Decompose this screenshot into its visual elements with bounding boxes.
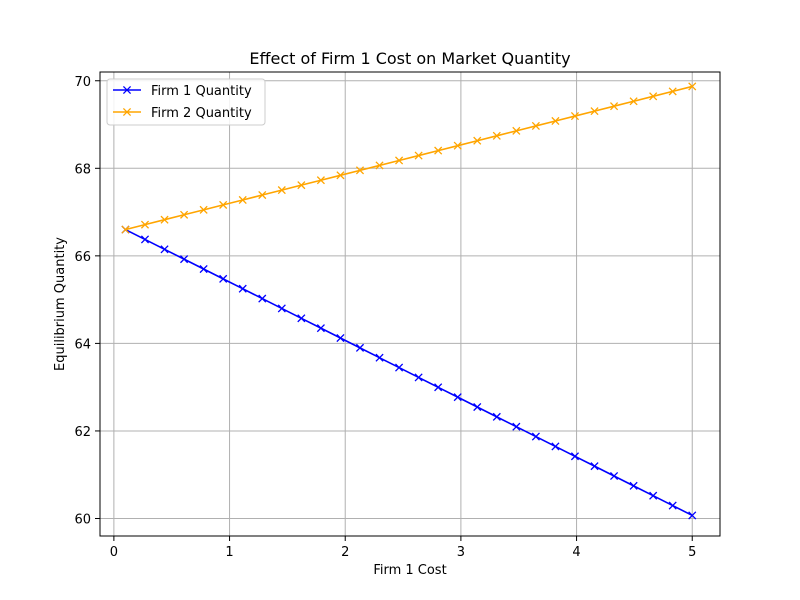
data-point-marker	[649, 491, 658, 500]
data-point-marker	[297, 314, 306, 323]
data-point-marker	[355, 343, 365, 352]
plot-area-frame	[99, 71, 721, 537]
data-point-marker	[590, 462, 599, 471]
data-point-marker	[316, 176, 325, 185]
data-point-marker	[649, 92, 658, 101]
data-point-marker	[160, 245, 169, 254]
legend-item: Firm 2 Quantity	[113, 106, 252, 121]
data-point-marker	[395, 156, 404, 165]
data-point-marker	[355, 166, 365, 175]
y-tick-label: 62	[74, 425, 91, 440]
data-point-marker	[199, 264, 208, 274]
y-axis-label: Equilibrium Quantity	[53, 237, 68, 371]
data-point-marker	[297, 181, 306, 190]
data-point-marker	[219, 274, 228, 283]
y-tick-label: 70	[74, 75, 91, 90]
data-point-marker	[336, 333, 345, 343]
data-point-marker	[238, 195, 247, 205]
data-point-marker	[668, 501, 677, 510]
y-tick-label: 66	[74, 250, 91, 265]
legend-box	[106, 78, 266, 126]
data-point-marker	[668, 87, 677, 96]
legend-label: Firm 1 Quantity	[151, 84, 252, 99]
data-point-marker	[180, 255, 189, 264]
data-point-marker	[140, 220, 150, 229]
legend-marker	[122, 107, 132, 117]
data-point-marker	[316, 324, 325, 333]
data-point-marker	[453, 141, 462, 150]
y-axis-ticks: 60 62 64 66 68 70	[74, 75, 100, 527]
data-point-marker	[434, 146, 443, 155]
data-point-marker	[395, 363, 404, 372]
data-point-marker	[238, 284, 247, 293]
data-point-marker	[180, 210, 189, 219]
data-point-marker	[473, 136, 482, 145]
data-point-marker	[688, 82, 697, 91]
data-point-marker	[570, 452, 580, 461]
data-point-marker	[492, 412, 501, 421]
series-line	[125, 228, 693, 517]
data-point-marker	[531, 432, 540, 441]
data-point-marker	[140, 235, 150, 244]
legend-label: Firm 2 Quantity	[151, 106, 252, 121]
legend-item: Firm 1 Quantity	[113, 84, 252, 99]
data-point-marker	[277, 186, 286, 195]
data-point-marker	[336, 171, 345, 180]
x-axis-ticks: 0 1 2 3 4 5	[110, 536, 696, 560]
data-point-marker	[258, 294, 267, 303]
data-point-marker	[688, 511, 697, 520]
series-1	[121, 225, 697, 520]
data-point-marker	[375, 161, 384, 170]
data-point-marker	[414, 373, 423, 382]
data-point-marker	[610, 102, 619, 111]
y-tick-label: 68	[74, 162, 91, 177]
series-2	[121, 82, 697, 234]
legend: Firm 1 Quantity Firm 2 Quantity	[106, 78, 266, 126]
data-point-marker	[219, 200, 228, 209]
y-tick-label: 60	[74, 512, 91, 527]
x-tick-label: 3	[457, 545, 465, 560]
data-point-marker	[629, 97, 638, 106]
x-tick-label: 0	[110, 545, 118, 560]
data-point-marker	[258, 190, 267, 200]
data-point-marker	[199, 205, 208, 214]
data-point-marker	[375, 353, 384, 362]
data-point-marker	[414, 151, 423, 160]
data-point-marker	[277, 304, 286, 313]
x-tick-label: 4	[572, 545, 580, 560]
x-tick-label: 2	[341, 545, 349, 560]
data-point-marker	[121, 225, 130, 234]
data-point-marker	[492, 131, 501, 140]
data-point-marker	[512, 422, 521, 431]
data-point-marker	[570, 112, 580, 121]
series-line	[125, 85, 693, 231]
grid	[100, 72, 720, 536]
data-point-marker	[512, 126, 521, 135]
data-point-marker	[610, 471, 619, 481]
data-point-marker	[531, 121, 540, 130]
x-tick-label: 1	[225, 545, 233, 560]
x-axis-label: Firm 1 Cost	[373, 563, 446, 578]
y-tick-label: 64	[74, 337, 91, 352]
data-point-marker	[473, 402, 482, 412]
data-point-marker	[434, 383, 443, 392]
data-point-marker	[551, 116, 560, 126]
data-point-marker	[453, 393, 462, 402]
x-tick-label: 5	[688, 545, 696, 560]
data-point-marker	[160, 215, 169, 224]
data-point-marker	[590, 107, 599, 116]
data-point-marker	[629, 481, 638, 490]
chart-title: Effect of Firm 1 Cost on Market Quantity	[249, 49, 570, 68]
data-point-marker	[551, 442, 560, 451]
series-layer	[121, 82, 697, 520]
legend-marker	[122, 85, 132, 95]
